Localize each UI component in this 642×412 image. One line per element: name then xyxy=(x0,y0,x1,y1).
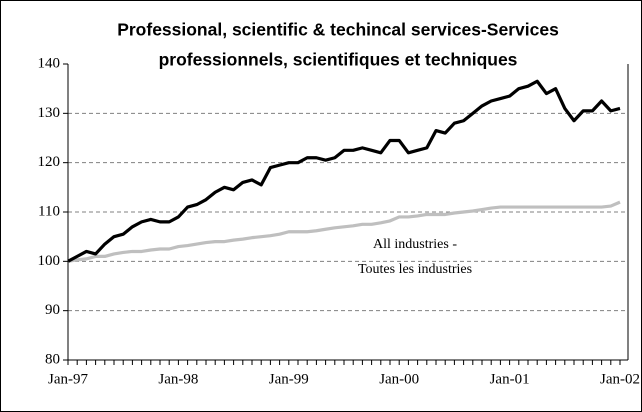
series-line xyxy=(67,79,621,263)
y-tick-label: 80 xyxy=(45,351,60,367)
y-tick-label: 90 xyxy=(45,302,60,318)
annotation: Toutes les industries xyxy=(358,262,472,277)
chart-title: Professional, scientific & techincal ser… xyxy=(117,20,559,40)
y-tick-label: 130 xyxy=(38,105,61,121)
x-tick-label: Jan-02 xyxy=(600,371,640,387)
y-tick-label: 120 xyxy=(38,154,61,170)
series-line xyxy=(67,200,621,263)
annotation: All industries - xyxy=(373,237,457,252)
y-tick-label: 110 xyxy=(38,203,60,219)
chart-title: professionnels, scientifiques et techniq… xyxy=(159,50,518,70)
x-tick-label: Jan-00 xyxy=(379,371,419,387)
x-tick-label: Jan-99 xyxy=(269,371,309,387)
x-tick-label: Jan-97 xyxy=(48,371,88,387)
y-tick-label: 140 xyxy=(38,55,61,71)
x-tick-label: Jan-98 xyxy=(158,371,198,387)
x-tick-label: Jan-01 xyxy=(490,371,530,387)
y-tick-label: 100 xyxy=(38,253,61,269)
